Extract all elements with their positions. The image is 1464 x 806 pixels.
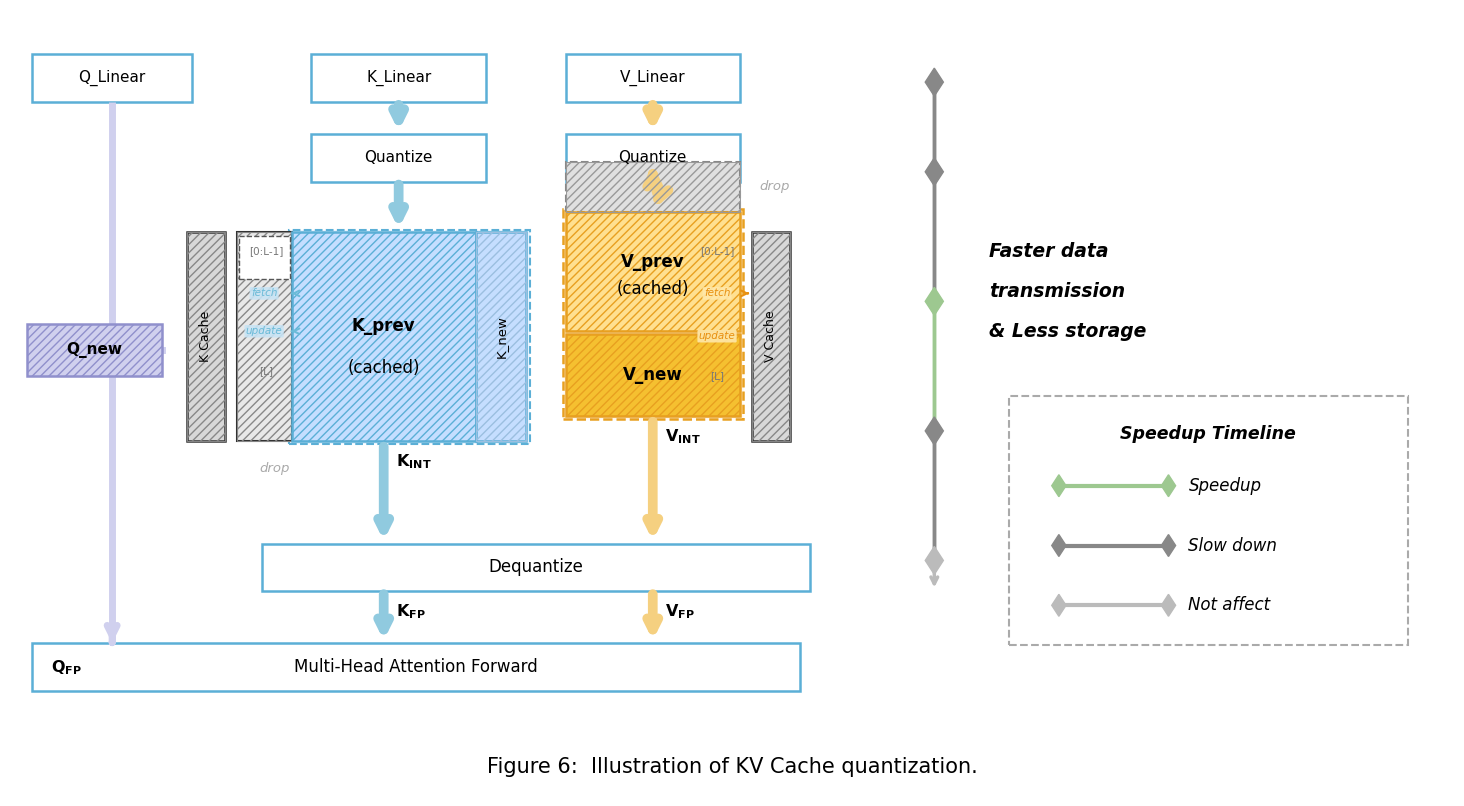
Text: V Cache: V Cache bbox=[764, 310, 777, 362]
Bar bbox=[32, 54, 192, 102]
Text: Not affect: Not affect bbox=[1189, 596, 1271, 614]
Text: drop: drop bbox=[760, 181, 791, 193]
Bar bbox=[565, 212, 739, 331]
Polygon shape bbox=[1161, 475, 1176, 496]
Text: Q_new: Q_new bbox=[67, 343, 123, 358]
Polygon shape bbox=[925, 546, 943, 575]
Bar bbox=[239, 235, 290, 280]
Bar bbox=[565, 134, 739, 182]
Text: K_Linear: K_Linear bbox=[366, 70, 432, 86]
Polygon shape bbox=[1051, 534, 1066, 556]
Text: Slow down: Slow down bbox=[1189, 537, 1277, 555]
Bar bbox=[312, 54, 486, 102]
Polygon shape bbox=[925, 288, 943, 315]
Text: Figure 6:  Illustration of KV Cache quantization.: Figure 6: Illustration of KV Cache quant… bbox=[486, 757, 978, 777]
Bar bbox=[565, 54, 739, 102]
Bar bbox=[291, 231, 476, 441]
Text: $\mathbf{K}_{\mathbf{FP}}$: $\mathbf{K}_{\mathbf{FP}}$ bbox=[395, 602, 426, 621]
Bar bbox=[752, 231, 789, 441]
Polygon shape bbox=[1161, 534, 1176, 556]
Polygon shape bbox=[1161, 594, 1176, 617]
Text: transmission: transmission bbox=[990, 282, 1126, 301]
Bar bbox=[237, 231, 291, 441]
Text: fetch: fetch bbox=[704, 289, 731, 298]
Text: Multi-Head Attention Forward: Multi-Head Attention Forward bbox=[294, 658, 537, 676]
Text: [L]: [L] bbox=[259, 366, 274, 376]
Text: & Less storage: & Less storage bbox=[990, 322, 1146, 341]
Text: Speedup Timeline: Speedup Timeline bbox=[1120, 425, 1296, 442]
Bar bbox=[1009, 396, 1408, 645]
Text: Quantize: Quantize bbox=[365, 151, 433, 165]
Bar bbox=[291, 231, 476, 441]
Text: $\mathbf{K}_{\mathbf{INT}}$: $\mathbf{K}_{\mathbf{INT}}$ bbox=[395, 452, 432, 472]
Text: [L]: [L] bbox=[710, 371, 725, 381]
Bar bbox=[312, 134, 486, 182]
Bar bbox=[187, 231, 225, 441]
Text: drop: drop bbox=[259, 463, 290, 476]
Bar bbox=[262, 543, 810, 592]
Text: Q_Linear: Q_Linear bbox=[79, 70, 146, 86]
Polygon shape bbox=[925, 417, 943, 445]
Text: K Cache: K Cache bbox=[199, 310, 212, 362]
Bar bbox=[565, 162, 739, 212]
Polygon shape bbox=[925, 69, 943, 96]
Bar bbox=[237, 231, 291, 441]
Bar bbox=[565, 334, 739, 416]
Text: V_prev: V_prev bbox=[621, 253, 685, 271]
Bar bbox=[476, 231, 526, 441]
Text: Quantize: Quantize bbox=[619, 151, 687, 165]
Bar bbox=[28, 324, 163, 376]
Text: K_prev: K_prev bbox=[351, 317, 416, 334]
Bar bbox=[565, 162, 739, 212]
Bar bbox=[565, 334, 739, 416]
Text: update: update bbox=[698, 331, 735, 341]
Text: V_new: V_new bbox=[622, 366, 682, 384]
Bar bbox=[28, 324, 163, 376]
Bar bbox=[32, 643, 799, 691]
Text: Speedup: Speedup bbox=[1189, 476, 1262, 495]
Text: Faster data: Faster data bbox=[990, 242, 1108, 261]
Bar bbox=[565, 212, 739, 331]
Bar bbox=[288, 230, 530, 444]
Bar bbox=[187, 231, 225, 441]
Text: (cached): (cached) bbox=[347, 359, 420, 376]
Text: fetch: fetch bbox=[250, 289, 277, 298]
Bar bbox=[752, 231, 789, 441]
Text: $\mathbf{V}_{\mathbf{INT}}$: $\mathbf{V}_{\mathbf{INT}}$ bbox=[665, 427, 700, 447]
Text: K_new: K_new bbox=[495, 315, 508, 358]
Bar bbox=[476, 231, 526, 441]
Text: V_Linear: V_Linear bbox=[619, 70, 685, 86]
Text: [0:L-1]: [0:L-1] bbox=[700, 247, 735, 256]
Text: Dequantize: Dequantize bbox=[488, 559, 583, 576]
Polygon shape bbox=[925, 158, 943, 185]
Text: (cached): (cached) bbox=[616, 280, 690, 298]
Polygon shape bbox=[1051, 475, 1066, 496]
Text: $\mathbf{Q}_{\mathbf{FP}}$: $\mathbf{Q}_{\mathbf{FP}}$ bbox=[51, 659, 82, 677]
Text: $\mathbf{V}_{\mathbf{FP}}$: $\mathbf{V}_{\mathbf{FP}}$ bbox=[665, 602, 694, 621]
Bar bbox=[562, 209, 742, 419]
Polygon shape bbox=[1051, 594, 1066, 617]
Text: update: update bbox=[246, 326, 283, 336]
Text: [0:L-1]: [0:L-1] bbox=[249, 247, 284, 256]
